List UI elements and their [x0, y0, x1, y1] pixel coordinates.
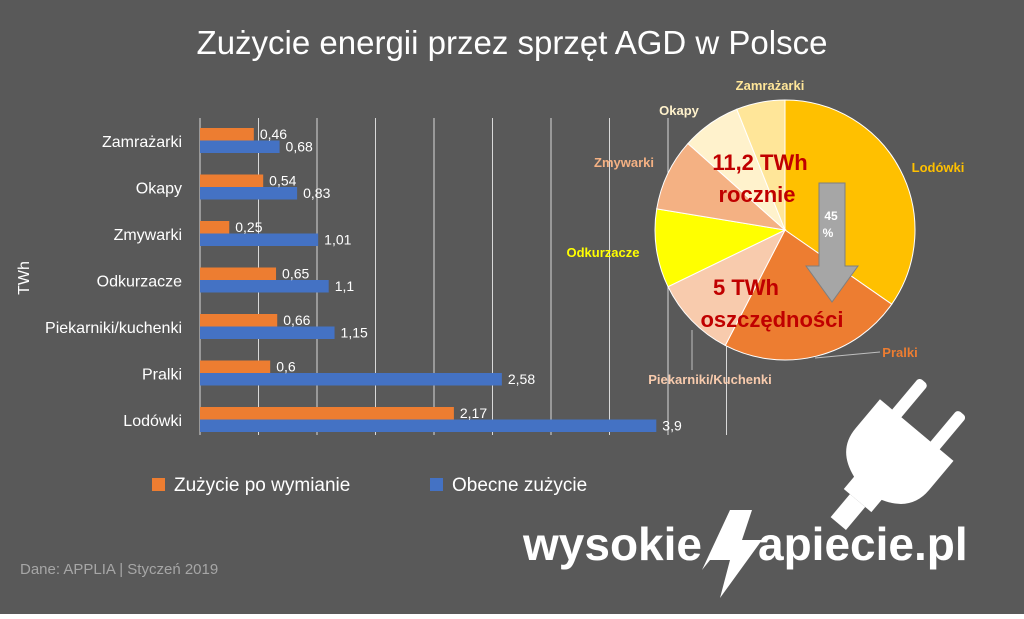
pie-savings-caption: oszczędności — [700, 307, 843, 332]
logo-text-right: apiecie.pl — [758, 518, 968, 570]
pie-slice — [784, 99, 916, 305]
pie-slice-label: Pralki — [882, 345, 917, 360]
bar — [200, 267, 277, 280]
pie-slice-label: Piekarniki/Kuchenki — [648, 372, 772, 387]
bar-category-labels: Zamrażarki Okapy Zmywarki Odkurzacze Piekarn… — [45, 134, 182, 430]
bar — [200, 140, 280, 153]
bar — [200, 128, 254, 141]
legend-label: Zużycie po wymianie — [174, 475, 350, 496]
legend-swatch — [430, 478, 443, 491]
pie-savings-value: 5 TWh — [713, 275, 779, 300]
category-label: Zmywarki — [114, 227, 182, 244]
bar-data-label: 1,01 — [324, 232, 351, 248]
pie-total-value: 11,2 TWh — [712, 150, 807, 175]
bar-data-label: 0,46 — [260, 126, 287, 142]
bar-data-label: 2,17 — [460, 405, 487, 421]
chart-title: Zużycie energii przez sprzęt AGD w Polsc… — [197, 24, 828, 61]
bar — [200, 221, 230, 234]
bar — [200, 326, 335, 339]
pie-slice — [654, 208, 787, 288]
pie-slice-label: Okapy — [659, 103, 700, 118]
bar-data-label: 0,65 — [282, 266, 309, 282]
bar — [200, 233, 319, 246]
bar-data-label: 2,58 — [508, 371, 535, 387]
arrow-percent-sign: % — [823, 226, 834, 240]
pie-leader-line — [814, 351, 881, 359]
category-label: Okapy — [136, 181, 182, 198]
legend-item[interactable]: Obecne zużycie — [430, 475, 587, 496]
pie-slice-label: Lodówki — [912, 160, 965, 175]
bar — [200, 187, 298, 200]
legend-item[interactable]: Zużycie po wymianie — [152, 475, 350, 496]
pie-overlay: 11,2 TWh rocznie 45 % 5 TWh oszczędności — [700, 150, 859, 332]
pie-total-caption: rocznie — [718, 182, 795, 207]
bar — [200, 373, 502, 386]
bar-data-label: 0,54 — [269, 173, 296, 189]
category-label: Zamrażarki — [102, 134, 182, 151]
plug-icon — [830, 378, 966, 530]
bar — [200, 360, 271, 373]
bar-data-label: 0,83 — [303, 185, 330, 201]
logo-text-left: wysokie — [522, 518, 702, 570]
arrow-percent-value: 45 — [824, 209, 838, 223]
brand-logo: wysokie apiecie.pl — [522, 510, 968, 598]
bar-data-label: 3,9 — [662, 418, 682, 434]
legend[interactable]: Zużycie po wymianie Obecne zużycie — [152, 475, 587, 496]
bar-data-label: 0,68 — [286, 139, 313, 155]
bar-data-label: 0,6 — [276, 359, 296, 375]
category-label: Piekarniki/kuchenki — [45, 320, 182, 337]
pie-slice-label: Zamrażarki — [736, 78, 805, 93]
bar — [200, 419, 657, 432]
pie-slice — [736, 99, 786, 231]
bar — [200, 407, 454, 420]
bar-data-label: 0,25 — [235, 219, 262, 235]
bar — [200, 280, 329, 293]
bar-data-label: 1,1 — [335, 278, 355, 294]
pie-slice-labels: Lodówki Pralki Piekarniki/Kuchenki Odkurzac… — [567, 78, 965, 387]
y-axis-label: TWh — [16, 261, 33, 295]
bar-data-label: 0,66 — [283, 312, 310, 328]
pie-slice — [667, 228, 787, 347]
legend-label: Obecne zużycie — [452, 475, 587, 496]
category-label: Pralki — [142, 367, 182, 384]
legend-swatch — [152, 478, 165, 491]
source-footer: Dane: APPLIA | Styczeń 2019 — [20, 561, 218, 578]
category-label: Lodówki — [123, 413, 182, 430]
pie-slice-label: Odkurzacze — [567, 245, 640, 260]
pie-slice-label: Zmywarki — [594, 155, 654, 170]
savings-arrow — [805, 182, 859, 303]
bar-data-labels: 0,460,68 0,54 0,83 0,25 1,01 0,65 1,1 0,66 1,15 0… — [235, 126, 682, 434]
lightning-logo-icon — [702, 510, 762, 598]
bar — [200, 174, 264, 187]
bars — [200, 128, 657, 432]
category-label: Odkurzacze — [97, 274, 182, 291]
bar — [200, 314, 278, 327]
bar-data-label: 1,15 — [341, 325, 368, 341]
pie-slice — [724, 229, 893, 361]
pie-chart — [654, 99, 916, 361]
